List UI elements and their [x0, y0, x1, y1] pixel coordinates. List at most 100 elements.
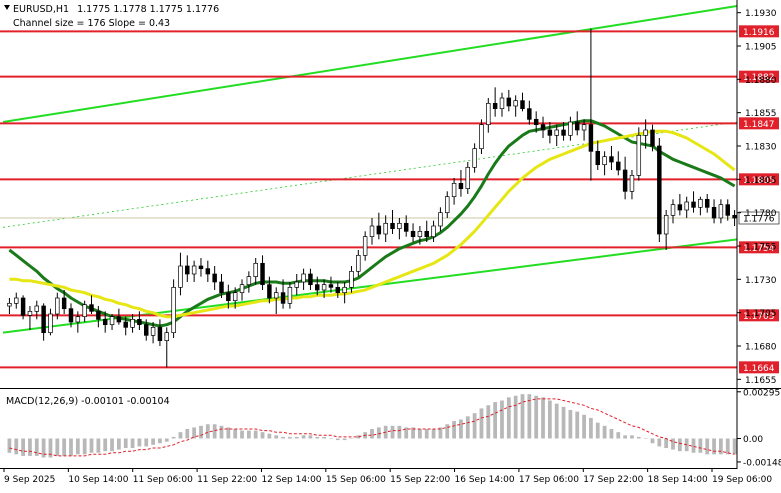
level-price-label: 1.1882: [743, 73, 775, 83]
horizontal-levels[interactable]: 1.1916 1.1882 1.1847 1.1805 1.1754 1.1703 1.16…: [0, 25, 780, 374]
macd-histogram-bar: [712, 438, 716, 455]
candle: [267, 276, 272, 304]
candle: [349, 266, 354, 293]
macd-histogram-bar: [14, 438, 19, 455]
candle: [246, 271, 252, 293]
time-tick-label: 12 Sep 14:00: [261, 475, 321, 485]
time-tick-label: 15 Sep 22:00: [390, 475, 450, 485]
macd-histogram-bar: [616, 432, 621, 439]
price-tick-label: 1.1680: [745, 343, 777, 353]
candle: [458, 170, 464, 197]
candle: [185, 255, 190, 282]
candle: [34, 300, 40, 320]
candle: [137, 311, 142, 330]
macd-histogram-bar: [205, 424, 210, 439]
time-tick-label: 11 Sep 06:00: [133, 475, 193, 485]
candle: [75, 311, 81, 333]
candle: [383, 215, 388, 242]
macd-histogram-bar: [103, 438, 108, 452]
candle-body: [670, 204, 676, 216]
candle-body: [622, 169, 628, 192]
candle: [506, 90, 512, 112]
macd-histogram-bar: [274, 435, 279, 439]
candle-body: [246, 276, 252, 286]
candle: [657, 138, 662, 242]
candle: [89, 295, 94, 314]
candle: [479, 119, 484, 154]
level-price-tag: [739, 241, 779, 254]
candle-body: [20, 297, 26, 316]
candle: [575, 111, 580, 136]
candle: [55, 292, 60, 320]
candle-body: [725, 204, 730, 216]
macd-histogram-bar: [69, 438, 73, 456]
candle: [643, 119, 648, 149]
candle-body: [41, 305, 46, 334]
candle-body: [616, 161, 621, 171]
candle-body: [55, 297, 60, 315]
candle: [670, 199, 676, 224]
macd-histogram-bar: [308, 435, 313, 439]
candle-body: [657, 145, 662, 235]
price-tick-label: 1.1755: [745, 243, 777, 253]
dropdown-triangle-icon[interactable]: [4, 5, 10, 10]
candle-body: [356, 254, 361, 272]
macd-histogram-bar: [664, 438, 669, 448]
level-price-label: 1.1664: [743, 364, 775, 374]
macd-histogram-bar: [595, 422, 600, 439]
candle-body: [287, 286, 293, 304]
candle-body: [718, 204, 724, 219]
price-tick-label: 1.1905: [745, 43, 777, 53]
macd-histogram-bar: [21, 438, 25, 456]
candle-body: [369, 225, 375, 238]
candle: [438, 207, 443, 232]
price-tick-label: 1.1705: [745, 309, 777, 319]
time-tick-label: 10 Sep 14:00: [68, 475, 128, 485]
candle-body: [431, 225, 436, 238]
candle: [116, 308, 122, 325]
candle: [472, 143, 477, 173]
candle-body: [513, 100, 518, 107]
macd-histogram-bar: [486, 405, 491, 439]
candle: [533, 111, 539, 133]
moving-averages: [8, 119, 736, 328]
candle: [602, 151, 607, 176]
current-price-tag: [738, 211, 780, 225]
macd-histogram-bar: [253, 430, 258, 439]
candle: [232, 287, 238, 309]
price-tick-label: 1.1805: [745, 176, 777, 186]
candle-body: [150, 326, 156, 336]
macd-histogram-bar: [418, 429, 422, 439]
chart-header: EURUSD,H1 1.1775 1.1778 1.1775 1.1776 Ch…: [4, 4, 219, 29]
macd-histogram-bar: [89, 438, 94, 453]
level-price-tag: [739, 309, 779, 322]
candle-body: [595, 150, 600, 166]
macd-histogram-bar: [677, 438, 682, 452]
candle-body: [14, 297, 19, 304]
candle-body: [492, 102, 498, 110]
candle-body: [137, 318, 142, 326]
macd-histogram-bar: [698, 438, 703, 453]
candle-body: [520, 100, 525, 110]
candle: [417, 226, 423, 245]
candles: [7, 28, 737, 368]
channel-upper-line: [2, 5, 738, 123]
macd-histogram-bar: [561, 406, 566, 439]
candle-body: [397, 222, 402, 230]
macd-histogram-bar: [411, 427, 415, 439]
macd-tick-label: 0.00295: [743, 388, 780, 398]
macd-histogram-bar: [130, 438, 135, 448]
candle: [684, 196, 689, 218]
candle-body: [684, 201, 689, 211]
candle-body: [116, 316, 122, 323]
candle: [48, 308, 53, 336]
macd-histogram-bar: [609, 429, 614, 439]
macd-histogram-bar: [527, 394, 532, 439]
candle-body: [704, 198, 710, 208]
candle: [390, 210, 395, 234]
candle-body: [171, 286, 176, 334]
candle: [622, 156, 628, 200]
candle: [123, 316, 128, 336]
macd-histogram-bar: [657, 438, 662, 447]
